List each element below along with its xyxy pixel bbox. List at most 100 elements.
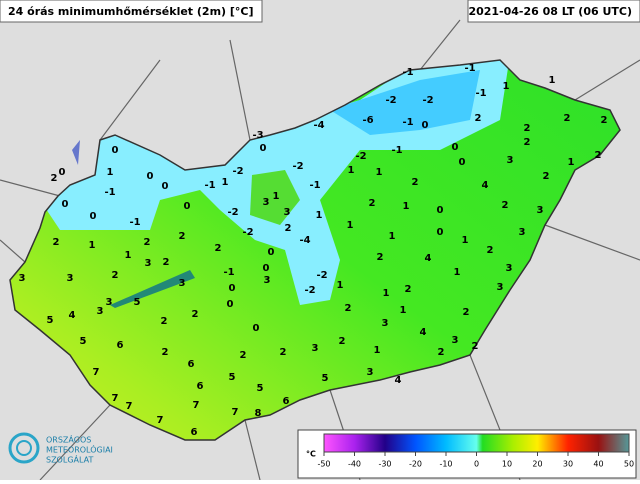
station-value: 0 bbox=[62, 199, 69, 210]
station-value: -1 bbox=[309, 180, 320, 191]
station-value: -1 bbox=[391, 145, 402, 156]
station-value: 2 bbox=[472, 341, 479, 352]
logo-text: METEOROLÓGIAI bbox=[46, 444, 113, 455]
station-value: 2 bbox=[161, 316, 168, 327]
station-value: 2 bbox=[179, 231, 186, 242]
station-value: -1 bbox=[204, 180, 215, 191]
station-value: 3 bbox=[179, 278, 186, 289]
station-value: 1 bbox=[107, 167, 114, 178]
station-value: -2 bbox=[355, 151, 366, 162]
station-value: 2 bbox=[215, 243, 222, 254]
station-value: 3 bbox=[67, 273, 74, 284]
station-value: 0 bbox=[437, 227, 444, 238]
legend-tick-label: -40 bbox=[348, 460, 361, 469]
station-value: 3 bbox=[506, 263, 513, 274]
station-value: 5 bbox=[257, 383, 264, 394]
station-value: 1 bbox=[462, 235, 469, 246]
station-value: 3 bbox=[284, 207, 291, 218]
station-value: -1 bbox=[475, 88, 486, 99]
station-value: 0 bbox=[253, 323, 260, 334]
color-scale bbox=[323, 433, 630, 453]
station-value: 3 bbox=[452, 335, 459, 346]
station-value: 3 bbox=[264, 275, 271, 286]
station-value: -1 bbox=[464, 63, 475, 74]
station-value: 4 bbox=[420, 327, 427, 338]
station-value: 2 bbox=[564, 113, 571, 124]
logo-text: SZOLGÁLAT bbox=[46, 454, 93, 465]
station-value: 7 bbox=[126, 401, 133, 412]
station-value: -2 bbox=[232, 166, 243, 177]
station-value: 7 bbox=[157, 415, 164, 426]
legend-tick-label: 30 bbox=[563, 460, 573, 469]
station-value: 8 bbox=[255, 408, 262, 419]
station-value: 3 bbox=[263, 197, 270, 208]
station-value: 1 bbox=[347, 220, 354, 231]
station-value: 0 bbox=[184, 201, 191, 212]
station-value: 3 bbox=[145, 258, 152, 269]
station-value: 1 bbox=[376, 167, 383, 178]
title-box bbox=[0, 0, 263, 23]
legend-unit: °C bbox=[306, 450, 316, 459]
station-value: 2 bbox=[163, 257, 170, 268]
legend-tick-label: 10 bbox=[502, 460, 512, 469]
station-value: -1 bbox=[402, 117, 413, 128]
station-value: -1 bbox=[104, 187, 115, 198]
station-value: -1 bbox=[223, 267, 234, 278]
station-value: 2 bbox=[405, 284, 412, 295]
station-value: 3 bbox=[497, 282, 504, 293]
title: 24 órás minimumhőmérséklet (2m) [°C] bbox=[8, 5, 254, 18]
station-value: 3 bbox=[519, 227, 526, 238]
station-value: 2 bbox=[51, 173, 58, 184]
station-value: 0 bbox=[452, 142, 459, 153]
logo-icon bbox=[16, 440, 32, 456]
legend-tick-label: -20 bbox=[409, 460, 422, 469]
station-value: 0 bbox=[437, 205, 444, 216]
date-box bbox=[467, 0, 640, 23]
station-value: 5 bbox=[80, 336, 87, 347]
station-value: 2 bbox=[475, 113, 482, 124]
legend-tick-label: 0 bbox=[474, 460, 479, 469]
station-value: 4 bbox=[69, 310, 76, 321]
legend-tick-label: 50 bbox=[624, 460, 634, 469]
station-value: 1 bbox=[125, 250, 132, 261]
station-value: 1 bbox=[316, 210, 323, 221]
station-value: 1 bbox=[222, 177, 229, 188]
station-value: 5 bbox=[229, 372, 236, 383]
station-value: 7 bbox=[112, 393, 119, 404]
station-value: 7 bbox=[93, 367, 100, 378]
legend-tick-label: 20 bbox=[532, 460, 542, 469]
station-value: 2 bbox=[53, 237, 60, 248]
station-value: 1 bbox=[389, 231, 396, 242]
station-value: 2 bbox=[524, 137, 531, 148]
station-value: 2 bbox=[601, 115, 608, 126]
legend-tick-label: -30 bbox=[378, 460, 391, 469]
station-value: -1 bbox=[402, 67, 413, 78]
station-value: 1 bbox=[454, 267, 461, 278]
station-value: 0 bbox=[59, 167, 66, 178]
station-value: -2 bbox=[385, 95, 396, 106]
station-value: -6 bbox=[362, 115, 373, 126]
station-value: 6 bbox=[197, 381, 204, 392]
station-value: 3 bbox=[312, 343, 319, 354]
legend-tick-label: 40 bbox=[593, 460, 603, 469]
station-value: 2 bbox=[412, 177, 419, 188]
station-value: -4 bbox=[313, 120, 324, 131]
station-value: 2 bbox=[487, 245, 494, 256]
logo-icon bbox=[8, 432, 40, 464]
station-value: 0 bbox=[268, 247, 275, 258]
station-value: 4 bbox=[482, 180, 489, 191]
station-value: -1 bbox=[129, 217, 140, 228]
station-value: 0 bbox=[147, 171, 154, 182]
station-value: 6 bbox=[117, 340, 124, 351]
station-value: 3 bbox=[382, 318, 389, 329]
station-value: 2 bbox=[377, 252, 384, 263]
legend-tick-label: -10 bbox=[439, 460, 452, 469]
station-value: 2 bbox=[162, 347, 169, 358]
station-value: -2 bbox=[316, 270, 327, 281]
station-value: 2 bbox=[112, 270, 119, 281]
station-value: 2 bbox=[595, 150, 602, 161]
station-value: 1 bbox=[400, 305, 407, 316]
station-value: -2 bbox=[227, 207, 238, 218]
station-value: 2 bbox=[438, 347, 445, 358]
